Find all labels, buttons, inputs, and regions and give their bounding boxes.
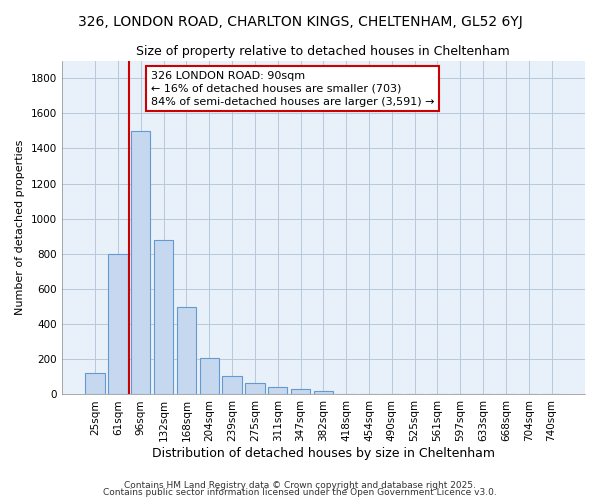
Bar [154,240,173,394]
Text: 326 LONDON ROAD: 90sqm
← 16% of detached houses are smaller (703)
84% of semi-de: 326 LONDON ROAD: 90sqm ← 16% of detached… [151,70,434,107]
Bar [223,376,242,394]
Bar [85,374,105,394]
Bar [108,254,128,394]
Bar [131,131,151,394]
Title: Size of property relative to detached houses in Cheltenham: Size of property relative to detached ho… [136,45,510,58]
Bar [200,358,219,395]
Y-axis label: Number of detached properties: Number of detached properties [15,140,25,315]
Bar [291,389,310,394]
Bar [268,386,287,394]
X-axis label: Distribution of detached houses by size in Cheltenham: Distribution of detached houses by size … [152,447,495,460]
Bar [245,383,265,394]
Text: Contains public sector information licensed under the Open Government Licence v3: Contains public sector information licen… [103,488,497,497]
Text: Contains HM Land Registry data © Crown copyright and database right 2025.: Contains HM Land Registry data © Crown c… [124,480,476,490]
Bar [314,391,333,394]
Bar [177,306,196,394]
Text: 326, LONDON ROAD, CHARLTON KINGS, CHELTENHAM, GL52 6YJ: 326, LONDON ROAD, CHARLTON KINGS, CHELTE… [77,15,523,29]
